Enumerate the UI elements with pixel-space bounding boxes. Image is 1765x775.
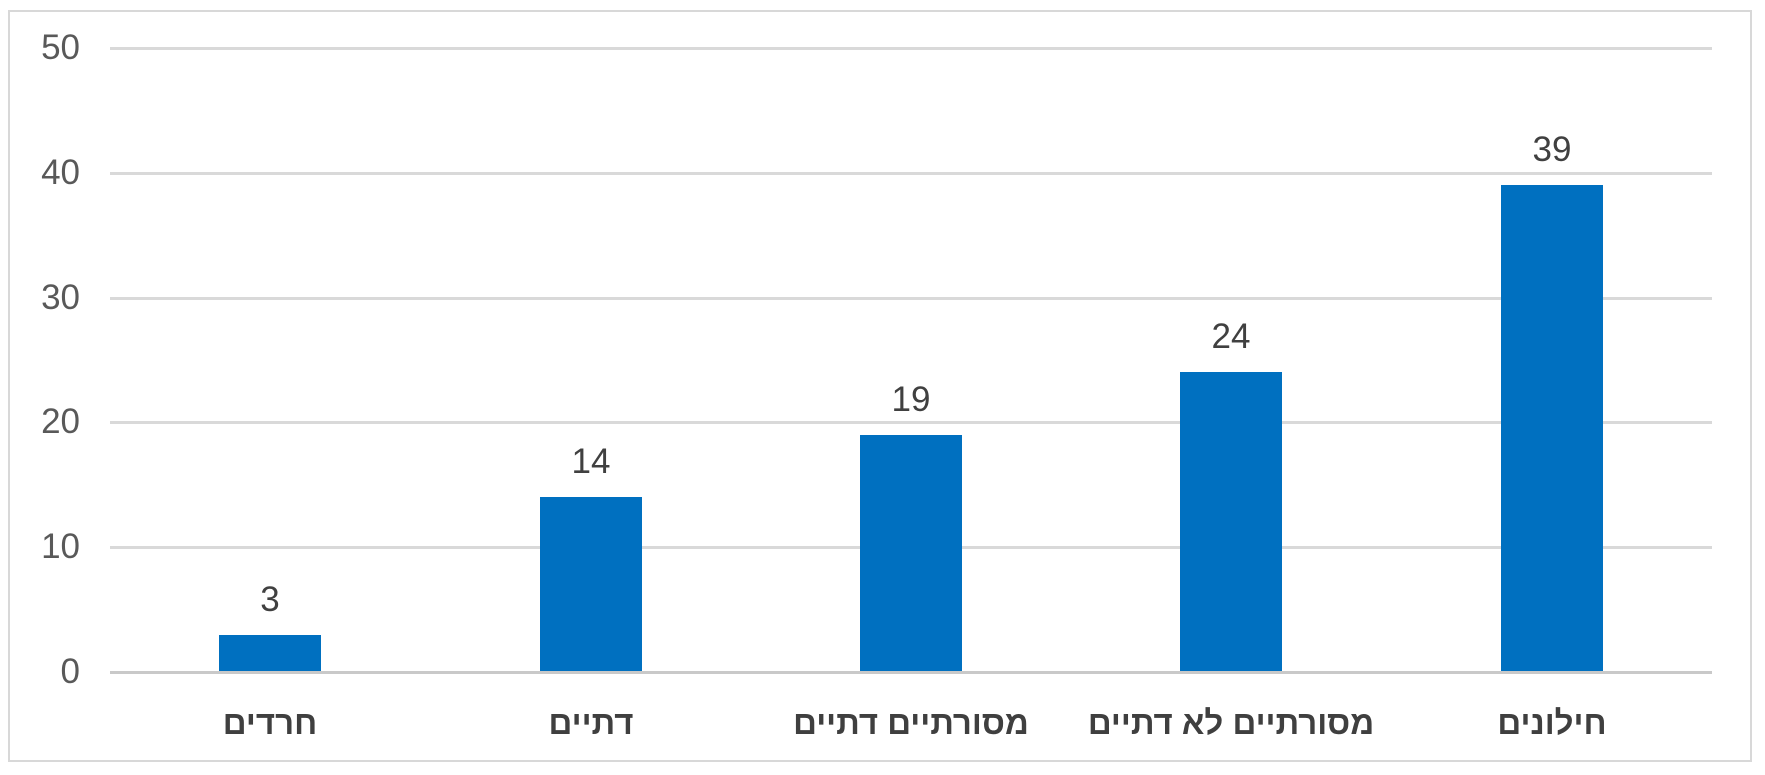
bar bbox=[219, 635, 321, 671]
gridline bbox=[110, 172, 1712, 175]
gridline bbox=[110, 47, 1712, 50]
bar-value-label: 19 bbox=[891, 380, 931, 419]
bar bbox=[1180, 372, 1282, 671]
bar bbox=[540, 497, 642, 671]
y-tick-label: 30 bbox=[41, 278, 80, 317]
gridline bbox=[110, 297, 1712, 300]
category-label: חילונים bbox=[1497, 704, 1607, 741]
category-label: חרדים bbox=[222, 704, 318, 741]
x-axis-baseline bbox=[110, 671, 1712, 674]
y-tick-label: 0 bbox=[60, 652, 80, 691]
y-tick-label: 40 bbox=[41, 153, 80, 192]
y-tick-label: 50 bbox=[41, 28, 80, 67]
category-label: דתיים bbox=[548, 704, 634, 741]
bar-value-label: 39 bbox=[1532, 130, 1572, 169]
gridline bbox=[110, 421, 1712, 424]
bar bbox=[860, 435, 962, 671]
bar-value-label: 24 bbox=[1211, 317, 1251, 356]
bar-value-label: 3 bbox=[260, 580, 280, 619]
y-tick-label: 10 bbox=[41, 527, 80, 566]
category-label: מסורתיים דתיים bbox=[793, 704, 1029, 741]
category-label: מסורתיים לא דתיים bbox=[1087, 704, 1375, 741]
bar-value-label: 14 bbox=[571, 442, 611, 481]
y-tick-label: 20 bbox=[41, 402, 80, 441]
bar bbox=[1501, 185, 1603, 671]
